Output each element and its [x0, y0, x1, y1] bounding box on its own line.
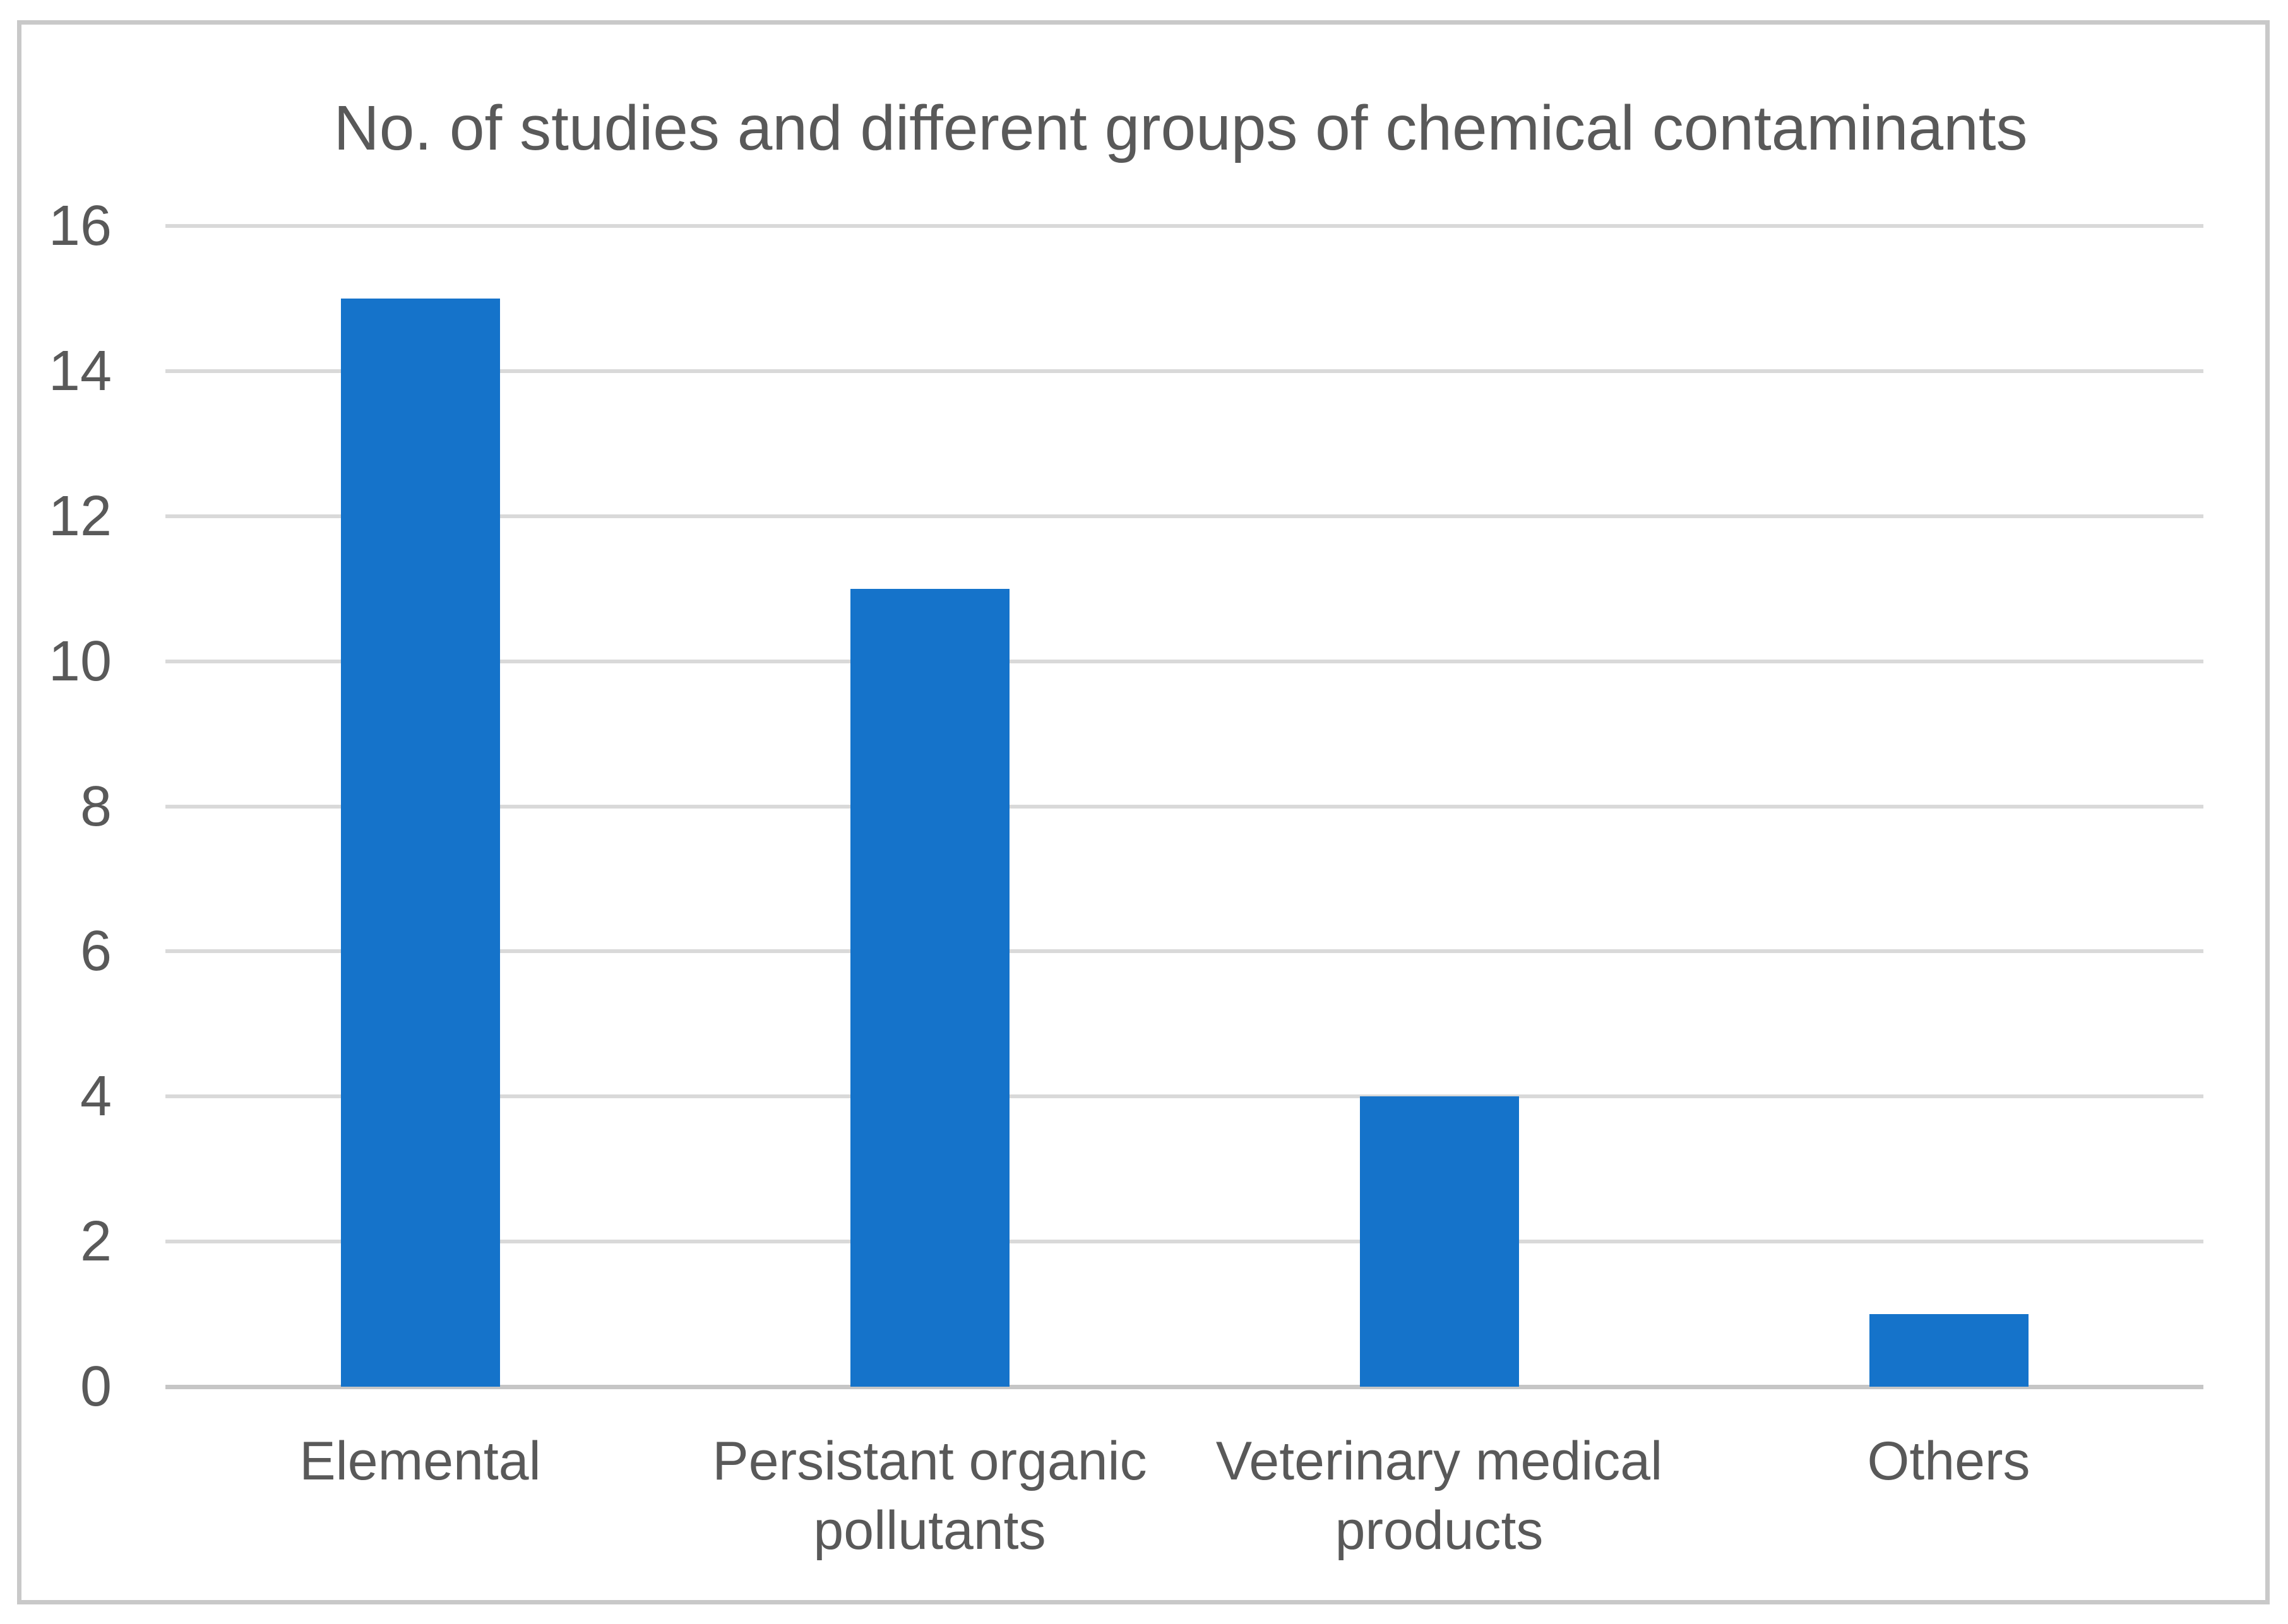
chart-title: No. of studies and different groups of c…: [333, 93, 2028, 163]
x-category-label-veterinary-medical-products: Veterinary medical products: [1215, 1431, 1663, 1561]
gridline-14: [165, 369, 2203, 373]
x-category-label-elemental: Elemental: [299, 1431, 541, 1491]
bar-elemental: [340, 298, 500, 1387]
x-category-label-persistant-organic-pollutants: Persistant organic pollutants: [712, 1431, 1147, 1561]
gridline-8: [165, 804, 2203, 809]
gridline-16: [165, 224, 2203, 228]
gridline-6: [165, 949, 2203, 954]
y-tick-label-14: 14: [48, 339, 112, 403]
bar-others: [1869, 1314, 2029, 1387]
y-tick-label-6: 6: [80, 920, 112, 983]
bar-veterinary-medical-products: [1359, 1096, 1519, 1387]
y-tick-label-16: 16: [48, 194, 112, 258]
x-axis-line: [165, 1385, 2203, 1389]
y-tick-label-4: 4: [80, 1065, 112, 1129]
y-tick-label-10: 10: [48, 629, 112, 693]
y-tick-label-2: 2: [80, 1210, 112, 1274]
gridline-4: [165, 1094, 2203, 1099]
y-tick-label-8: 8: [80, 774, 112, 838]
y-tick-label-12: 12: [48, 484, 112, 548]
gridline-2: [165, 1240, 2203, 1244]
gridline-10: [165, 659, 2203, 663]
gridline-12: [165, 514, 2203, 518]
y-tick-label-0: 0: [80, 1355, 112, 1418]
bar-persistant-organic-pollutants: [850, 588, 1010, 1387]
x-category-label-others: Others: [1867, 1431, 2030, 1491]
